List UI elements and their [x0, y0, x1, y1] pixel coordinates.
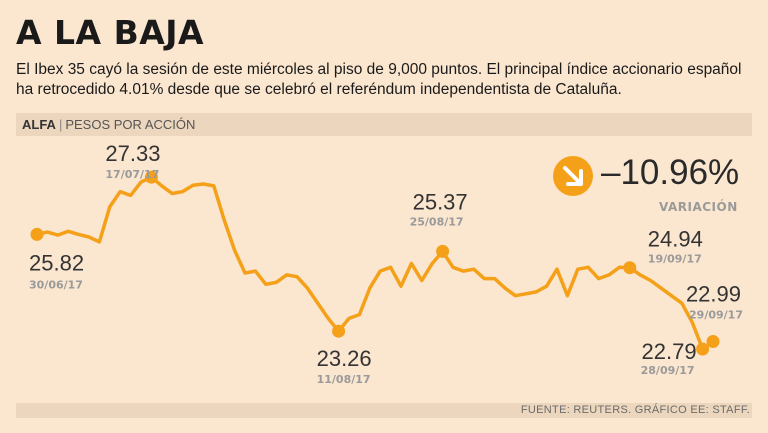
- arrow-down-right-icon: [553, 156, 593, 196]
- variation-value: –10.96%: [601, 153, 740, 192]
- variation-label: VARIACIÓN: [659, 200, 738, 214]
- chart-subtitle: El Ibex 35 cayó la sesión de este miérco…: [16, 61, 742, 98]
- data-label-value: 22.79: [642, 339, 697, 364]
- data-label-value: 24.94: [648, 227, 703, 252]
- data-point: [144, 170, 158, 184]
- series-line: [35, 175, 715, 351]
- header-band: [16, 113, 752, 136]
- data-point: [623, 261, 637, 275]
- data-label-value: 27.33: [105, 141, 160, 166]
- data-label-date: 29/09/17: [689, 309, 743, 322]
- band-label: ALFA | PESOS POR ACCIÓN: [22, 117, 195, 132]
- data-label-date: 11/08/17: [317, 373, 371, 386]
- footer-band: [16, 403, 752, 418]
- data-label-value: 23.26: [317, 346, 372, 371]
- data-point: [30, 227, 44, 241]
- data-label-date: 17/07/17: [105, 168, 159, 181]
- data-label-value: 25.37: [413, 189, 468, 214]
- chart-title: A LA BAJA: [16, 13, 205, 52]
- data-label-value: 22.99: [686, 282, 741, 307]
- data-point: [436, 244, 450, 258]
- data-point: [332, 324, 346, 338]
- data-label-date: 30/06/17: [29, 278, 83, 291]
- separator: |: [58, 117, 63, 132]
- data-point: [706, 335, 720, 348]
- data-point: [696, 342, 710, 356]
- data-label-date: 25/08/17: [410, 215, 464, 228]
- source-note: FUENTE: REUTERS. GRÁFICO EE: STAFF.: [520, 404, 750, 416]
- data-label-value: 25.82: [29, 250, 84, 275]
- unit-label: PESOS POR ACCIÓN: [65, 117, 196, 132]
- data-label-date: 19/09/17: [648, 253, 702, 266]
- ticker-label: ALFA: [22, 117, 56, 132]
- data-label-date: 28/09/17: [641, 364, 695, 377]
